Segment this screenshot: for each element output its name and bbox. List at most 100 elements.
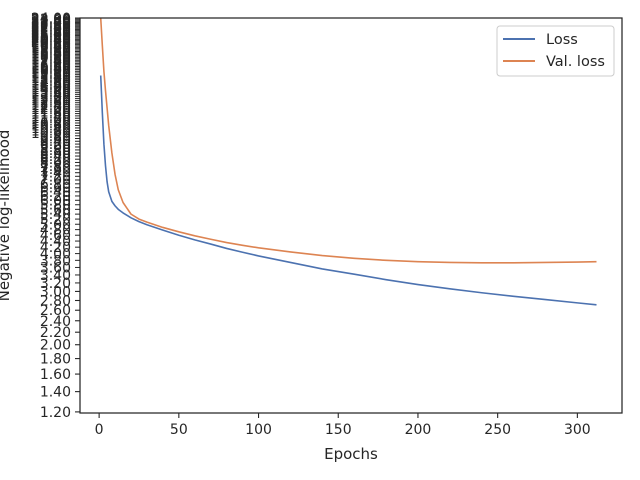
y-tick-label: 20.80 xyxy=(31,30,71,46)
y-tick-label: 12.20 xyxy=(31,100,71,116)
plot-area xyxy=(99,17,597,306)
y-tick-label: 16.40 xyxy=(31,61,71,77)
y-tick-label: 19.60 xyxy=(31,38,71,54)
y-tick-label: 3.80 xyxy=(40,253,71,269)
y-tick-label: 23.80 xyxy=(31,12,71,28)
y-tick-label: 10.60 xyxy=(31,118,71,134)
y-tick-label: 12.00 xyxy=(31,102,71,118)
y-tick-label: 10.40 xyxy=(31,121,71,137)
y-tick-label: 9.20 xyxy=(40,137,71,153)
y-tick-label: 3.60 xyxy=(40,260,71,276)
y-tick-label: 1.60 xyxy=(40,367,71,383)
y-tick-label: 12.40 xyxy=(31,98,71,114)
y-tick-label: 12.60 xyxy=(31,96,71,112)
y-tick-label: 17.00 xyxy=(31,56,71,72)
y-tick-label: 23.20 xyxy=(31,15,71,31)
y-tick-label: 21.20 xyxy=(31,27,71,43)
legend-label-val-loss: Val. loss xyxy=(546,54,605,70)
y-tick-label: 10.00 xyxy=(31,126,71,142)
y-tick-label: 4.60 xyxy=(40,228,71,244)
y-tick-label: 22.80 xyxy=(31,18,71,34)
y-tick-label: 14.80 xyxy=(31,75,71,91)
y-tick-label: 19.40 xyxy=(31,39,71,55)
y-tick-label: 2.80 xyxy=(40,293,71,309)
y-tick-label: 16.80 xyxy=(31,58,71,74)
y-tick-label: 13.40 xyxy=(31,88,71,104)
x-tick-label: 100 xyxy=(245,422,272,438)
x-tick-label: 250 xyxy=(484,422,511,438)
y-tick-label: 11.00 xyxy=(31,114,71,130)
y-tick-label: 9.00 xyxy=(40,140,71,156)
x-axis-ticks: 0 50 100 150 200 250 300 xyxy=(95,413,591,438)
y-tick-label: 8.20 xyxy=(40,152,71,168)
legend: Loss Val. loss xyxy=(496,25,615,77)
y-tick-label: 21.00 xyxy=(31,29,71,45)
y-tick-label: 2.20 xyxy=(40,325,71,341)
y-tick-label: 22.40 xyxy=(31,20,71,36)
y-tick-label: 21.40 xyxy=(31,26,71,42)
y-tick-label: 15.20 xyxy=(31,71,71,87)
x-tick-label: 0 xyxy=(95,422,104,438)
y-tick-label: 11.60 xyxy=(31,107,71,123)
y-tick-label: 5.00 xyxy=(40,217,71,233)
y-axis-overlapping-tick-labels: 3.203.403.603.804.004.204.404.604.805.00… xyxy=(31,11,80,292)
y-tick-label: 13.60 xyxy=(31,86,71,102)
y-tick-label: 5.80 xyxy=(40,198,71,214)
y-tick-label: 17.80 xyxy=(31,50,71,66)
y-tick-label: 9.80 xyxy=(40,129,71,145)
y-tick-label: 19.00 xyxy=(31,42,71,58)
y-tick-label: 15.40 xyxy=(31,69,71,85)
y-tick-label: 20.40 xyxy=(31,32,71,48)
y-tick-label: 18.20 xyxy=(31,47,71,63)
y-tick-label: 22.60 xyxy=(31,19,71,35)
y-tick-label: 5.20 xyxy=(40,212,71,228)
y-tick-label: 5.40 xyxy=(40,207,71,223)
y-tick-label: 2.40 xyxy=(40,314,71,330)
y-tick-label: 20.00 xyxy=(31,35,71,51)
y-tick-label: 11.80 xyxy=(31,104,71,120)
x-tick-label: 200 xyxy=(405,422,432,438)
y-tick-label: 4.00 xyxy=(40,247,71,263)
series-line-val-loss xyxy=(99,17,597,264)
legend-label-loss: Loss xyxy=(546,32,578,48)
y-tick-label: 2.00 xyxy=(40,338,71,354)
y-tick-label: 9.60 xyxy=(40,131,71,147)
y-tick-label: 17.60 xyxy=(31,52,71,68)
y-tick-label: 8.80 xyxy=(40,143,71,159)
y-tick-label: 8.40 xyxy=(40,149,71,165)
y-tick-label: 20.60 xyxy=(31,31,71,47)
y-tick-label: 18.00 xyxy=(31,49,71,65)
y-tick-label: 6.60 xyxy=(40,181,71,197)
y-tick-label: 13.00 xyxy=(31,92,71,108)
y-tick-label: 22.20 xyxy=(31,21,71,37)
series-line-loss xyxy=(99,75,597,306)
y-tick-label: 1.80 xyxy=(40,352,71,368)
y-tick-label: 19.20 xyxy=(31,40,71,56)
y-tick-label: 13.20 xyxy=(31,90,71,106)
y-tick-label: 4.80 xyxy=(40,223,71,239)
y-tick-label: 21.60 xyxy=(31,25,71,41)
y-tick-label: 15.60 xyxy=(31,68,71,84)
y-tick-label: 13.80 xyxy=(31,84,71,100)
y-tick-label: 17.20 xyxy=(31,55,71,71)
y-tick-label: 7.20 xyxy=(40,169,71,185)
y-tick-label: 24.00 xyxy=(31,11,71,27)
y-tick-label: 15.80 xyxy=(31,66,71,82)
y-tick-label: 8.60 xyxy=(40,146,71,162)
y-tick-label: 3.00 xyxy=(40,284,71,300)
y-tick-label: 14.00 xyxy=(31,82,71,98)
x-tick-label: 50 xyxy=(170,422,188,438)
y-tick-label: 11.40 xyxy=(31,109,71,125)
axes: 0 50 100 150 200 250 300 1.201.401.601.802.002… xyxy=(0,11,623,463)
y-tick-label: 18.80 xyxy=(31,43,71,59)
y-tick-label: 10.20 xyxy=(31,124,71,140)
x-tick-label: 150 xyxy=(325,422,352,438)
y-tick-label: 16.00 xyxy=(31,64,71,80)
y-tick-label: 6.00 xyxy=(40,193,71,209)
y-tick-label: 20.20 xyxy=(31,34,71,50)
y-tick-label: 9.40 xyxy=(40,134,71,150)
y-tick-label: 11.20 xyxy=(31,111,71,127)
y-tick-label: 23.40 xyxy=(31,14,71,30)
y-tick-label: 17.40 xyxy=(31,53,71,69)
